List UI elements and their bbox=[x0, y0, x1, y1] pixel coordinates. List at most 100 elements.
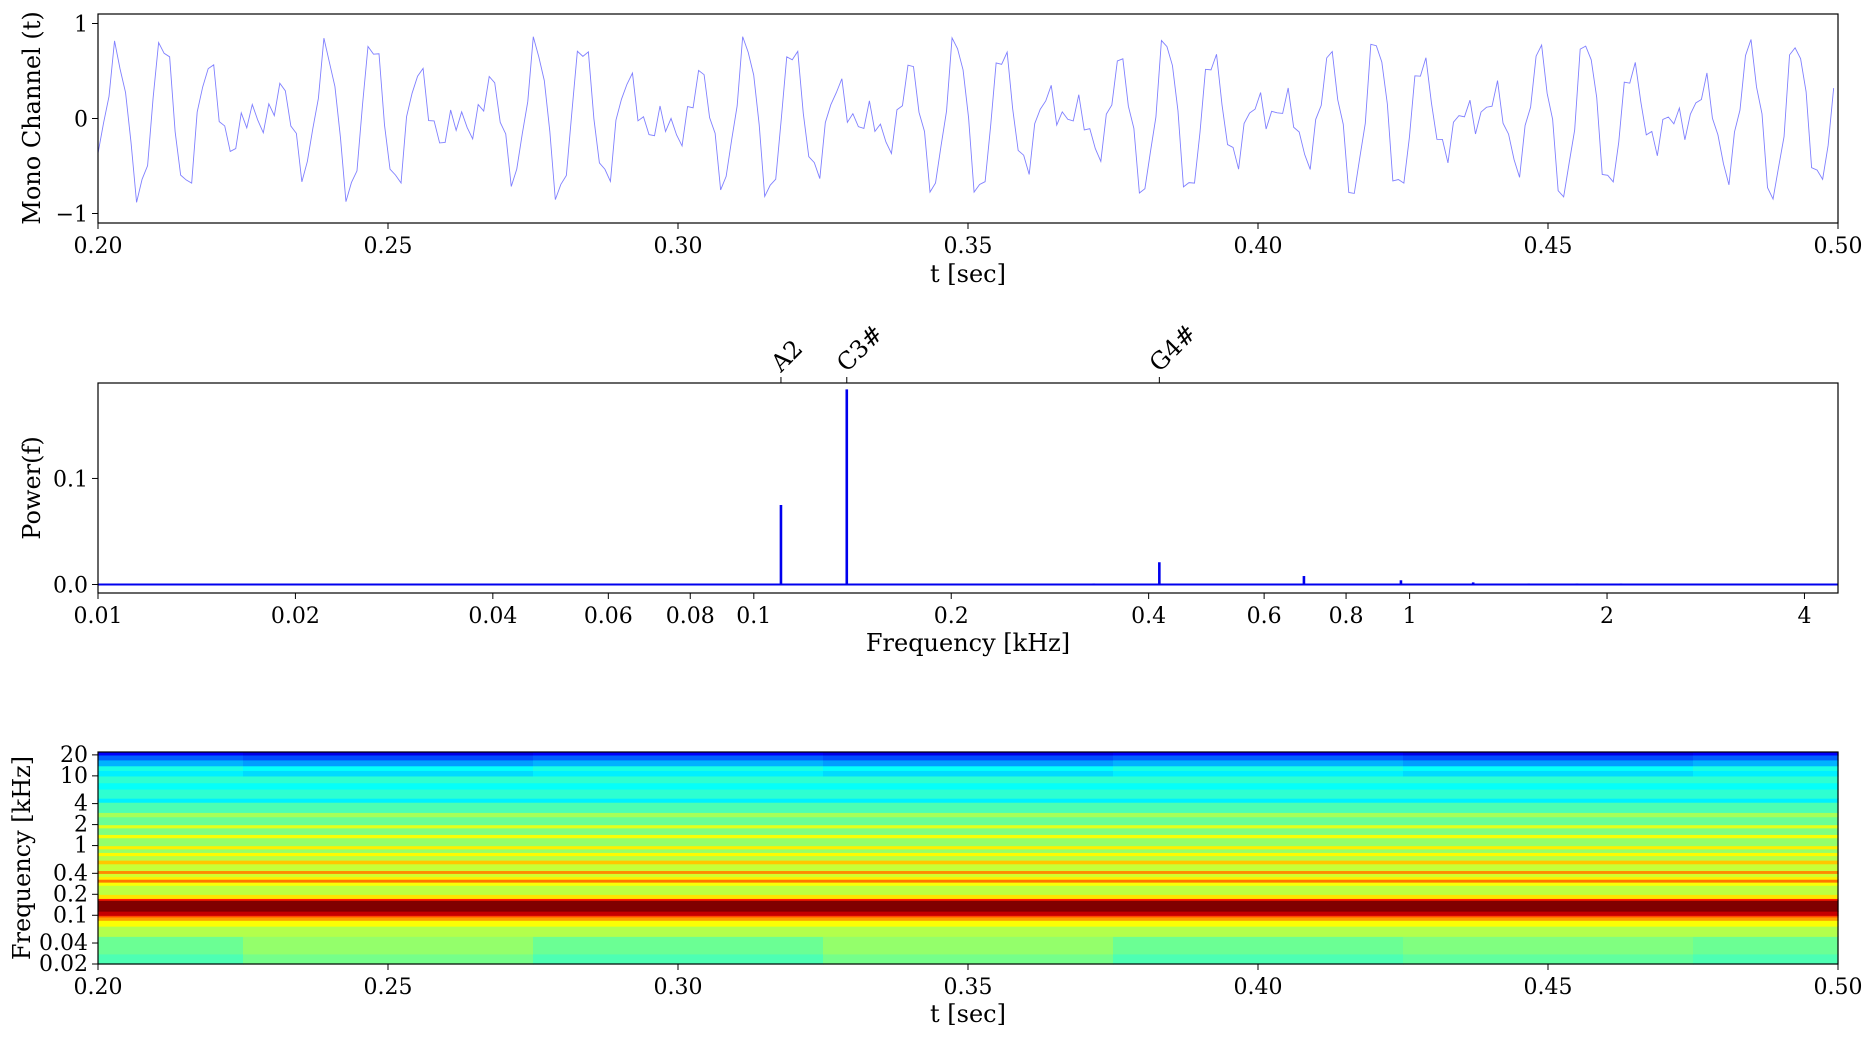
spectrogram-cell bbox=[98, 911, 244, 916]
spectrogram-cell bbox=[1693, 770, 1839, 777]
spectrogram-cell bbox=[243, 879, 534, 883]
spectrogram-cell bbox=[243, 754, 534, 761]
spectrogram-cell bbox=[98, 770, 244, 777]
spectrogram-cell bbox=[533, 816, 824, 826]
y-tick-label: 0.02 bbox=[39, 952, 88, 977]
spectrogram-cell bbox=[1403, 860, 1694, 865]
spectrogram-cell bbox=[1403, 848, 1694, 853]
spectrogram-cell bbox=[1113, 855, 1404, 861]
spectrogram-cell bbox=[1403, 802, 1694, 813]
spectrogram-cell bbox=[823, 915, 1114, 918]
spectrogram-cell bbox=[1113, 788, 1404, 799]
spectrum-plot-area bbox=[98, 389, 1838, 586]
spectrogram-cell bbox=[533, 894, 824, 899]
spectrogram-cell bbox=[1113, 824, 1404, 829]
spectrogram-cell bbox=[823, 837, 1114, 847]
spectrogram-cell bbox=[533, 754, 824, 761]
spectrogram-cell bbox=[823, 953, 1114, 965]
spectrogram-cell bbox=[243, 863, 534, 872]
spectrogram-cell bbox=[243, 816, 534, 826]
spectrogram-cell bbox=[98, 834, 244, 839]
spectrogram-cell bbox=[1403, 752, 1694, 756]
spectrogram-cell bbox=[533, 876, 824, 880]
spectrogram-cell bbox=[823, 863, 1114, 872]
spectrogram-cell bbox=[243, 926, 534, 937]
spectrogram-cell bbox=[533, 953, 824, 965]
x-tick-label: 0.20 bbox=[74, 234, 123, 259]
x-tick-label: 0.40 bbox=[1234, 975, 1283, 1000]
spectrum-axes-frame bbox=[97, 382, 1839, 594]
spectrogram-cell bbox=[1693, 775, 1839, 784]
spectrogram-cell bbox=[533, 926, 824, 937]
spectrogram-cell bbox=[1693, 953, 1839, 965]
spectrogram-cell bbox=[823, 926, 1114, 937]
spectrogram-cell bbox=[1693, 879, 1839, 883]
x-tick-label: 0.30 bbox=[654, 975, 703, 1000]
spectrogram-cell bbox=[823, 752, 1114, 756]
spectrogram-cell bbox=[823, 827, 1114, 835]
spectrogram-cell bbox=[533, 759, 824, 767]
spectrogram-cell bbox=[533, 885, 824, 895]
spectrogram-cell bbox=[1403, 816, 1694, 826]
spectrogram-cell bbox=[533, 863, 824, 872]
spectrogram-cell bbox=[533, 770, 824, 777]
spectrogram-cell bbox=[243, 916, 534, 921]
spectrogram-cell bbox=[1113, 770, 1404, 777]
spectrogram-cell bbox=[533, 845, 824, 850]
spectrogram-cell bbox=[533, 824, 824, 829]
spectrogram-cell bbox=[243, 873, 534, 878]
x-tick-label: 0.35 bbox=[944, 975, 993, 1000]
spectrogram-cell bbox=[1113, 852, 1404, 857]
y-tick-label: 0.1 bbox=[53, 903, 88, 928]
spectrogram-cell bbox=[98, 837, 244, 847]
x-tick-label: 0.06 bbox=[584, 604, 633, 629]
spectrogram-cell bbox=[98, 816, 244, 826]
spectrum-ticks: 0.01 0.02 0.04 0.06 0.08 0.1 0.2 0.4 0.6 0.8 1 2 4 0.… bbox=[53, 467, 1811, 629]
spectrogram-cell bbox=[1113, 870, 1404, 874]
spectrogram-cell bbox=[1403, 898, 1694, 901]
spectrogram-cell bbox=[243, 812, 534, 818]
spectrum-panel: 0.01 0.02 0.04 0.06 0.08 0.1 0.2 0.4 0.6 0.8 1 2 4 0.… bbox=[18, 319, 1839, 657]
spectrogram-cell bbox=[1693, 894, 1839, 899]
spectrogram-cell bbox=[1113, 837, 1404, 847]
spectrogram-cell bbox=[1113, 911, 1404, 916]
spectrogram-cell bbox=[243, 920, 534, 927]
spectrogram-cell bbox=[533, 900, 824, 912]
y-tick-label: 2 bbox=[74, 813, 88, 838]
spectrogram-cell bbox=[98, 752, 244, 756]
spectrogram-cell bbox=[243, 885, 534, 895]
spectrogram-cell bbox=[243, 915, 534, 918]
y-tick-label: 0 bbox=[74, 108, 88, 133]
spectrogram-cell bbox=[1403, 759, 1694, 767]
spectrogram-cell bbox=[98, 873, 244, 878]
spectrogram-cell bbox=[1113, 798, 1404, 803]
spectrogram-cell bbox=[1113, 879, 1404, 883]
spectrogram-cell bbox=[98, 900, 244, 912]
x-tick-label: 0.45 bbox=[1524, 975, 1573, 1000]
y-tick-label: −1 bbox=[56, 203, 88, 228]
spectrogram-cell bbox=[533, 775, 824, 784]
spectrogram-cell bbox=[243, 898, 534, 901]
spectrogram-cell bbox=[1693, 855, 1839, 861]
spectrogram-cell bbox=[1693, 754, 1839, 761]
spectrogram-x-axis-label: t [sec] bbox=[930, 1000, 1006, 1028]
x-tick-label: 0.4 bbox=[1131, 604, 1166, 629]
spectrogram-cell bbox=[243, 752, 534, 756]
spectrogram-cell bbox=[98, 920, 244, 927]
spectrogram-cell bbox=[1403, 812, 1694, 818]
x-tick-label: 0.02 bbox=[271, 604, 320, 629]
spectrogram-cell bbox=[533, 873, 824, 878]
spectrogram-cell bbox=[243, 798, 534, 803]
spectrogram-cell bbox=[1693, 848, 1839, 853]
spectrogram-cell bbox=[1113, 775, 1404, 784]
spectrogram-cell bbox=[243, 845, 534, 850]
spectrogram-cell bbox=[1403, 837, 1694, 847]
spectrogram-cell bbox=[533, 852, 824, 857]
spectrogram-cell bbox=[1113, 916, 1404, 921]
spectrogram-cell bbox=[1693, 765, 1839, 771]
spectrogram-cell bbox=[533, 898, 824, 901]
x-tick-label: 0.04 bbox=[468, 604, 517, 629]
spectrogram-cell bbox=[1693, 834, 1839, 839]
spectrogram-cell bbox=[1113, 894, 1404, 899]
spectrogram-cell bbox=[1113, 754, 1404, 761]
